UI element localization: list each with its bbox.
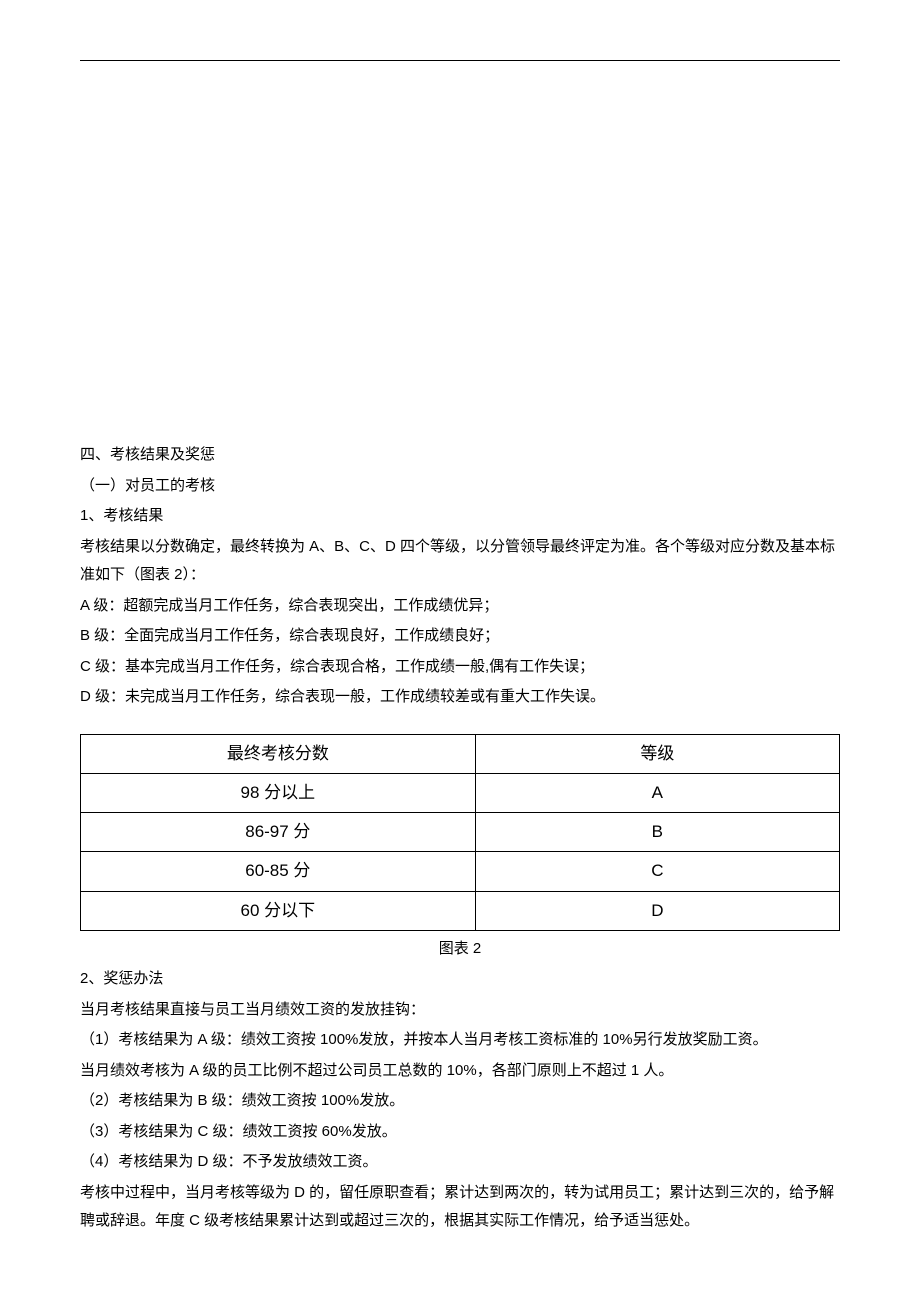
table-row: 60 分以下 D: [81, 891, 840, 930]
cell-grade: D: [475, 891, 839, 930]
sub-heading-employee: （一）对员工的考核: [80, 472, 840, 501]
rule-1-line1: （1）考核结果为 A 级：绩效工资按 100%发放，并按本人当月考核工资标准的 …: [80, 1026, 840, 1055]
header-divider: [80, 60, 840, 61]
table-row: 60-85 分 C: [81, 852, 840, 891]
part1-heading: 1、考核结果: [80, 502, 840, 531]
cell-score: 98 分以上: [81, 773, 476, 812]
header-score: 最终考核分数: [81, 734, 476, 773]
part2-heading: 2、奖惩办法: [80, 965, 840, 994]
grade-b-desc: B 级：全面完成当月工作任务，综合表现良好，工作成绩良好；: [80, 622, 840, 651]
rule-3: （3）考核结果为 C 级：绩效工资按 60%发放。: [80, 1118, 840, 1147]
cell-grade: C: [475, 852, 839, 891]
part2-note: 考核中过程中，当月考核等级为 D 的，留任原职查看；累计达到两次的，转为试用员工…: [80, 1179, 840, 1236]
rule-1-line2: 当月绩效考核为 A 级的员工比例不超过公司员工总数的 10%，各部门原则上不超过…: [80, 1057, 840, 1086]
table-row: 98 分以上 A: [81, 773, 840, 812]
cell-grade: B: [475, 813, 839, 852]
part1-intro: 考核结果以分数确定，最终转换为 A、B、C、D 四个等级，以分管领导最终评定为准…: [80, 533, 840, 590]
section-heading: 四、考核结果及奖惩: [80, 441, 840, 470]
cell-score: 86-97 分: [81, 813, 476, 852]
part2-intro: 当月考核结果直接与员工当月绩效工资的发放挂钩：: [80, 996, 840, 1025]
header-grade: 等级: [475, 734, 839, 773]
cell-score: 60-85 分: [81, 852, 476, 891]
grade-d-desc: D 级：未完成当月工作任务，综合表现一般，工作成绩较差或有重大工作失误。: [80, 683, 840, 712]
grade-c-desc: C 级：基本完成当月工作任务，综合表现合格，工作成绩一般,偶有工作失误；: [80, 653, 840, 682]
cell-score: 60 分以下: [81, 891, 476, 930]
rule-4: （4）考核结果为 D 级：不予发放绩效工资。: [80, 1148, 840, 1177]
table-row: 86-97 分 B: [81, 813, 840, 852]
rule-2: （2）考核结果为 B 级：绩效工资按 100%发放。: [80, 1087, 840, 1116]
table-header-row: 最终考核分数 等级: [81, 734, 840, 773]
cell-grade: A: [475, 773, 839, 812]
table-caption: 图表 2: [80, 935, 840, 964]
grade-a-desc: A 级：超额完成当月工作任务，综合表现突出，工作成绩优异；: [80, 592, 840, 621]
grade-table: 最终考核分数 等级 98 分以上 A 86-97 分 B 60-85 分 C 6…: [80, 734, 840, 931]
